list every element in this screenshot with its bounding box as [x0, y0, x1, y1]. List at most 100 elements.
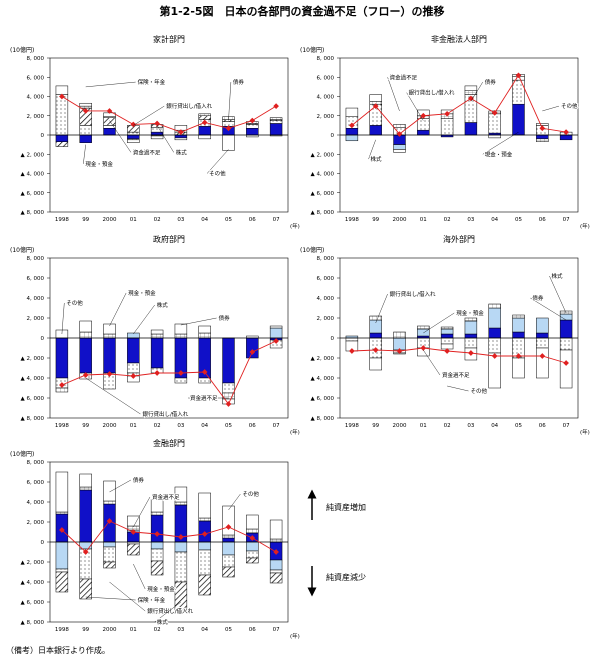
y-tick-label: 2, 000: [27, 114, 45, 120]
y-tick-label: ▲ 6, 000: [21, 396, 45, 402]
bar-segment: [536, 138, 549, 142]
annotation-label: 銀行貸出し/借入れ: [147, 607, 193, 615]
y-tick-label: 2, 000: [317, 114, 335, 120]
x-tick-label: 05: [515, 217, 522, 223]
balance-point: [201, 369, 208, 375]
bar-segment: [127, 131, 140, 136]
annotation-leader: [387, 77, 400, 112]
bar-segment: [222, 534, 235, 539]
balance-point: [396, 348, 403, 354]
balance-point: [372, 103, 379, 109]
x-tick-label: 06: [539, 217, 546, 223]
bar-segment: [55, 387, 69, 393]
bar-segment: [103, 480, 116, 502]
bar-segment: [417, 328, 430, 337]
annotation-label: 債券: [532, 294, 544, 302]
x-tick-label: 07: [273, 423, 280, 429]
bar-segment: [393, 331, 406, 339]
bar-segment: [269, 325, 283, 329]
figure-source-note: （備考）日本銀行より作成。: [6, 646, 110, 655]
balance-point: [82, 372, 89, 378]
bar-segment: [79, 102, 92, 107]
bar-segment: [79, 134, 92, 143]
y-tick-label: ▲ 8, 000: [21, 620, 45, 626]
bar-segment: [55, 94, 69, 136]
bar-segment: [246, 337, 259, 359]
bar-segment: [464, 317, 478, 322]
balance-point: [154, 120, 160, 127]
annotation-label: 株式: [157, 301, 169, 309]
y-tick-label: 8, 000: [27, 460, 45, 466]
x-tick-label: 99: [82, 627, 89, 633]
bar-segment: [269, 559, 283, 571]
bar-segment: [79, 473, 92, 488]
y-tick-label: ▲ 8, 000: [21, 210, 45, 216]
x-unit-label: (年): [290, 222, 300, 230]
y-tick-label: 2, 000: [27, 316, 45, 322]
bar-segment: [127, 515, 140, 527]
bar-segment: [345, 107, 359, 117]
y-tick-label: 6, 000: [27, 75, 45, 81]
annotation-label: その他: [66, 299, 83, 307]
bar-segment: [222, 554, 235, 568]
bar-segment: [488, 134, 501, 139]
bar-segment: [488, 327, 501, 339]
bar-segment: [174, 486, 188, 503]
bar-segment: [269, 327, 283, 339]
bar-segment: [222, 134, 235, 151]
y-tick-label: 4, 000: [27, 500, 45, 506]
balance-point: [201, 119, 208, 126]
y-tick-label: ▲ 2, 000: [21, 152, 45, 158]
bar-segment: [174, 333, 188, 339]
y-unit-label: (10億円): [10, 46, 34, 54]
bar-segment: [246, 557, 259, 564]
bar-segment: [55, 541, 69, 570]
annotation-leader: [447, 385, 469, 392]
chart-panel-4: 金融部門 (10億円) 8, 000 6, 000 4, 000 2, 000 0 ▲ 2, …: [10, 438, 300, 640]
chart-panel-3: 海外部門 (10億円) 8, 000 6, 000 4, 000 2, 000 0 ▲ 2, …: [300, 234, 590, 436]
y-tick-label: 0: [41, 540, 45, 546]
bar-segment: [150, 498, 164, 513]
bar-segment: [269, 519, 283, 540]
annotation-label: 債券: [485, 78, 497, 86]
annotation-label: その他: [471, 387, 488, 395]
bar-segment: [464, 90, 478, 95]
y-tick-label: 8, 000: [317, 256, 335, 262]
bar-segment: [198, 549, 211, 576]
bar-segment: [488, 113, 501, 134]
annotation-label: その他: [242, 490, 259, 498]
bar-segment: [79, 486, 92, 491]
x-unit-label: (年): [290, 428, 300, 436]
annotation-leader: [406, 92, 424, 121]
balance-point: [515, 353, 522, 359]
y-tick-label: ▲ 2, 000: [21, 560, 45, 566]
bar-segment: [559, 319, 573, 339]
balance-point: [178, 370, 184, 376]
bar-segment: [246, 514, 259, 530]
balance-point: [82, 549, 89, 555]
y-tick-label: ▲ 2, 000: [21, 356, 45, 362]
annotation-leader: [206, 149, 229, 174]
y-tick-label: ▲ 4, 000: [311, 172, 335, 178]
annotation-leader: [470, 81, 483, 102]
annotation-label: 銀行貸出し/借入れ: [409, 89, 455, 97]
bar-segment: [417, 129, 430, 136]
balance-point: [273, 338, 279, 344]
bar-segment: [222, 337, 235, 384]
x-tick-label: 99: [372, 423, 379, 429]
annotation-leader: [133, 105, 165, 126]
bar-segment: [103, 561, 116, 569]
bar-segment: [55, 141, 69, 147]
annotation-leader: [180, 317, 217, 326]
x-tick-label: 2000: [103, 217, 117, 223]
balance-point: [444, 348, 450, 354]
bar-segment: [393, 124, 406, 128]
bar-segment: [103, 337, 116, 374]
y-tick-label: 2, 000: [317, 316, 335, 322]
x-tick-label: 02: [154, 217, 161, 223]
balance-point: [539, 125, 546, 132]
balance-point: [515, 72, 522, 79]
bar-segment: [127, 362, 140, 374]
annotation-label: 銀行貸出し/借入れ: [166, 102, 212, 110]
